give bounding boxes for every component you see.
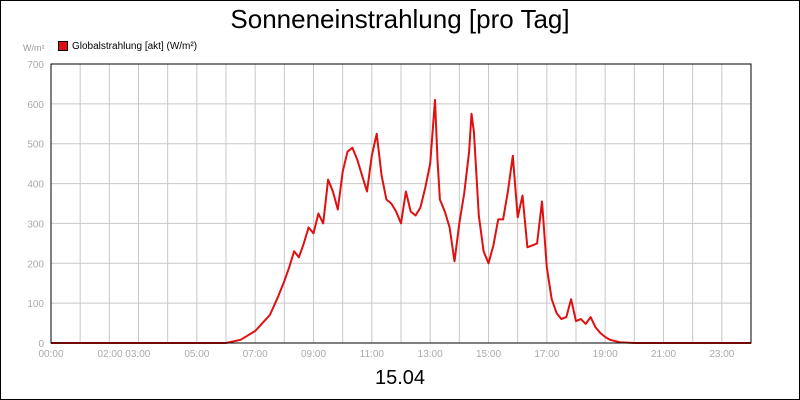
y-tick-label: 0 <box>38 339 44 350</box>
x-tick-label: 07:00 <box>243 349 268 360</box>
y-tick-label: 300 <box>27 219 44 230</box>
date-label: 15.04 <box>374 367 426 389</box>
x-tick-label: 09:00 <box>301 349 326 360</box>
legend-label: Globalstrahlung [akt] (W/m²) <box>72 40 198 52</box>
x-tick-label: 15:00 <box>476 349 501 360</box>
y-tick-label: 400 <box>27 180 44 191</box>
plot-border <box>50 63 752 344</box>
x-tick-label: 17:00 <box>534 349 559 360</box>
x-tick-label: 13:00 <box>418 349 443 360</box>
y-tick-label: 500 <box>27 140 44 151</box>
x-tick-label: 11:00 <box>360 349 385 360</box>
y-tick-label: 200 <box>27 259 44 270</box>
y-axis-unit: W/m² <box>23 43 45 53</box>
x-tick-label: 23:00 <box>709 349 734 360</box>
chart-title: Sonneneinstrahlung [pro Tag] <box>230 4 570 34</box>
series-line-globalstrahlung <box>51 98 751 344</box>
y-tick-label: 700 <box>27 60 44 71</box>
legend-swatch <box>58 41 68 51</box>
y-tick-label: 100 <box>27 299 44 310</box>
x-tick-label: 02:00 03:00 <box>98 349 151 360</box>
x-tick-label: 05:00 <box>184 349 209 360</box>
x-tick-label: 21:00 <box>651 349 676 360</box>
legend: Globalstrahlung [akt] (W/m²) <box>58 39 197 53</box>
y-tick-label: 600 <box>27 100 44 111</box>
x-tick-label: 00:00 <box>38 349 63 360</box>
x-tick-label: 19:00 <box>593 349 618 360</box>
